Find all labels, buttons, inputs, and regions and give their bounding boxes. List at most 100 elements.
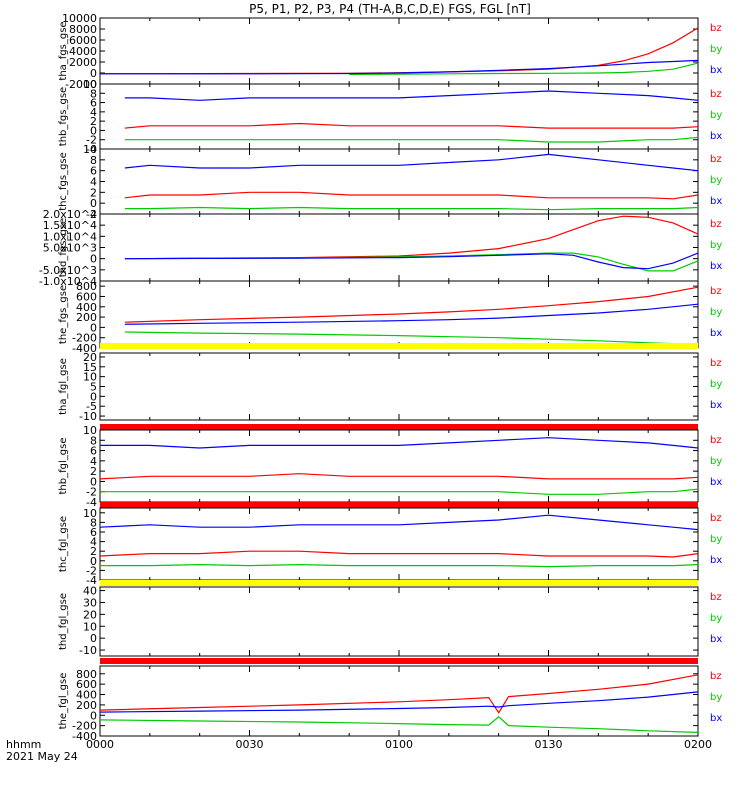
ylabel: thb_fgs_gse	[58, 87, 69, 146]
ytick-label: 5	[90, 381, 97, 394]
flag-bar-yellow	[100, 343, 698, 349]
legend-by: by	[710, 692, 722, 703]
panel-thd_fgs_gse: 2.0x10^41.5x10^41.0x10^45.0x10^30-5.0x10…	[39, 208, 723, 288]
ytick-label: -2	[86, 208, 97, 221]
legend-bz: bz	[710, 154, 722, 165]
ytick-label: -10	[79, 644, 97, 657]
ytick-label: -1.0x10^4	[39, 275, 97, 288]
series-line-by	[100, 488, 699, 495]
xtick-label: 0100	[385, 738, 413, 751]
ytick-label: 0	[90, 709, 97, 722]
ytick-label: -10	[79, 410, 97, 423]
ytick-label: -4	[86, 574, 97, 587]
ytick-label: 0	[90, 555, 97, 568]
legend-bz: bz	[710, 358, 722, 369]
ytick-label: 2	[90, 115, 97, 128]
series-line-bx	[100, 59, 699, 75]
ytick-label: 0	[90, 124, 97, 137]
ytick-label: 200	[76, 311, 97, 324]
ytick-label: -400	[72, 342, 97, 355]
series-line-bz	[124, 286, 699, 323]
series-line-bz	[99, 473, 699, 480]
series-line-bz	[124, 122, 699, 129]
legend-bx: bx	[710, 713, 722, 724]
ytick-label: 8000	[69, 23, 97, 36]
legend-bx: bx	[710, 400, 722, 411]
legend-by: by	[710, 379, 722, 390]
ytick-label: -5.0x10^3	[39, 264, 97, 277]
series-line-by	[99, 716, 699, 733]
legend-bz: bz	[710, 592, 722, 603]
ytick-label: -4	[86, 143, 97, 156]
ytick-label: -2000	[65, 78, 97, 91]
series-line-bx	[124, 252, 699, 270]
series-line-bx	[100, 437, 699, 449]
ytick-label: 0	[90, 321, 97, 334]
panel-frame	[99, 148, 699, 215]
ylabel: thb_fgl_gse	[58, 438, 69, 495]
ytick-label: 0	[90, 390, 97, 403]
legend-by: by	[710, 110, 722, 121]
ytick-label: 8	[90, 87, 97, 100]
legend-bz: bz	[710, 435, 722, 446]
ytick-label: 20	[83, 351, 97, 364]
panel-frame	[99, 665, 699, 737]
xtick-label: 0200	[684, 738, 712, 751]
ytick-label: 1.5x10^4	[43, 219, 97, 232]
ytick-label: 4000	[69, 45, 97, 58]
ylabel: thc_fgl_gse	[58, 516, 69, 572]
xtick-label: 0000	[86, 738, 114, 751]
series-line-bx	[124, 90, 699, 101]
legend-by: by	[710, 240, 722, 251]
legend-bx: bx	[710, 196, 722, 207]
ytick-label: 4	[90, 176, 97, 189]
ytick-label: 40	[83, 585, 97, 598]
ytick-label: 2000	[69, 56, 97, 69]
series-line-bz	[99, 674, 699, 714]
ytick-label: 0	[90, 253, 97, 266]
series-line-by	[349, 62, 699, 75]
series-line-bx	[99, 691, 699, 713]
legend-bx: bx	[710, 555, 722, 566]
ytick-label: 0	[90, 475, 97, 488]
ytick-label: 6	[90, 165, 97, 178]
legend-by: by	[710, 307, 722, 318]
ytick-label: 1.0x10^4	[43, 230, 97, 243]
legend-bx: bx	[710, 328, 722, 339]
series-line-bx	[124, 153, 699, 172]
ytick-label: 600	[76, 290, 97, 303]
ytick-label: -400	[72, 730, 97, 743]
x-axis: 0000 0030 0100 0130 0200	[86, 738, 712, 751]
flag-bar-red	[100, 502, 698, 508]
series-line-by	[124, 206, 699, 211]
ytick-label: 10	[83, 507, 97, 520]
ytick-label: 10	[83, 371, 97, 384]
ytick-label: 400	[76, 301, 97, 314]
time-label: hhmm	[6, 738, 41, 751]
xtick-label: 0130	[535, 738, 563, 751]
ytick-label: 0	[90, 197, 97, 210]
legend-bz: bz	[710, 286, 722, 297]
ylabel: thc_fgs_gse	[58, 152, 69, 211]
legend-bz: bz	[710, 23, 722, 34]
series-line-by	[124, 136, 699, 143]
panel-frame	[99, 507, 699, 581]
ytick-label: -5	[86, 400, 97, 413]
ytick-label: 6	[90, 526, 97, 539]
legend-bx: bx	[710, 634, 722, 645]
legend-bz: bz	[710, 89, 722, 100]
ytick-label: 10000	[62, 12, 97, 25]
legend-bx: bx	[710, 261, 722, 272]
ytick-label: 8	[90, 434, 97, 447]
ytick-label: 10	[83, 424, 97, 437]
chart-title: P5, P1, P2, P3, P4 (TH-A,B,C,D,E) FGS, F…	[249, 2, 531, 16]
panel-frame	[99, 213, 699, 282]
ytick-label: 8	[90, 154, 97, 167]
series-line-bz	[124, 215, 699, 260]
ytick-label: 4	[90, 536, 97, 549]
ytick-label: -2	[86, 486, 97, 499]
